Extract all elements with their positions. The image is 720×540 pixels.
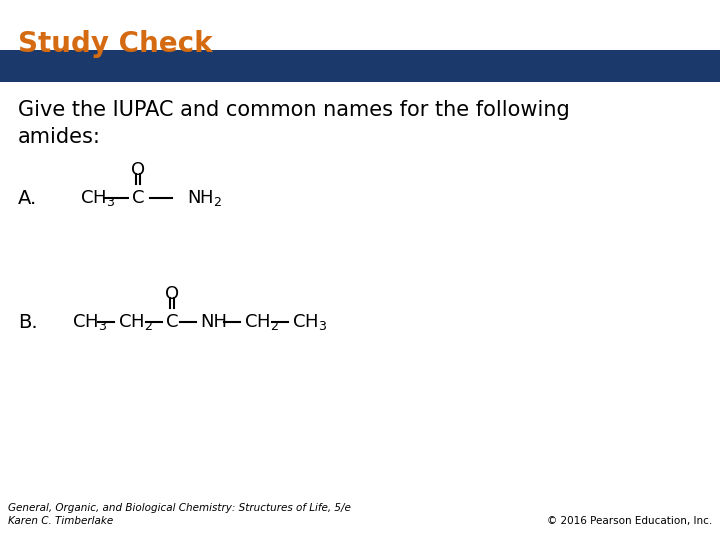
Text: O: O [131, 161, 145, 179]
Text: © 2016 Pearson Education, Inc.: © 2016 Pearson Education, Inc. [546, 516, 712, 526]
Text: amides:: amides: [18, 127, 101, 147]
Text: A.: A. [18, 188, 37, 207]
Text: CH$_3$: CH$_3$ [72, 312, 107, 332]
Text: C: C [166, 313, 179, 331]
Text: C: C [132, 189, 144, 207]
Text: Give the IUPAC and common names for the following: Give the IUPAC and common names for the … [18, 100, 570, 120]
Text: General, Organic, and Biological Chemistry: Structures of Life, 5/e
Karen C. Tim: General, Organic, and Biological Chemist… [8, 503, 351, 526]
Text: CH$_2$: CH$_2$ [244, 312, 279, 332]
Text: B.: B. [18, 313, 37, 332]
Text: CH$_3$: CH$_3$ [292, 312, 327, 332]
Text: O: O [165, 285, 179, 303]
Text: Study Check: Study Check [18, 30, 212, 58]
Text: NH: NH [200, 313, 227, 331]
Text: NH$_2$: NH$_2$ [187, 188, 222, 208]
Bar [0, 50, 720, 82]
Text: CH$_2$: CH$_2$ [118, 312, 153, 332]
Text: CH$_3$: CH$_3$ [80, 188, 115, 208]
